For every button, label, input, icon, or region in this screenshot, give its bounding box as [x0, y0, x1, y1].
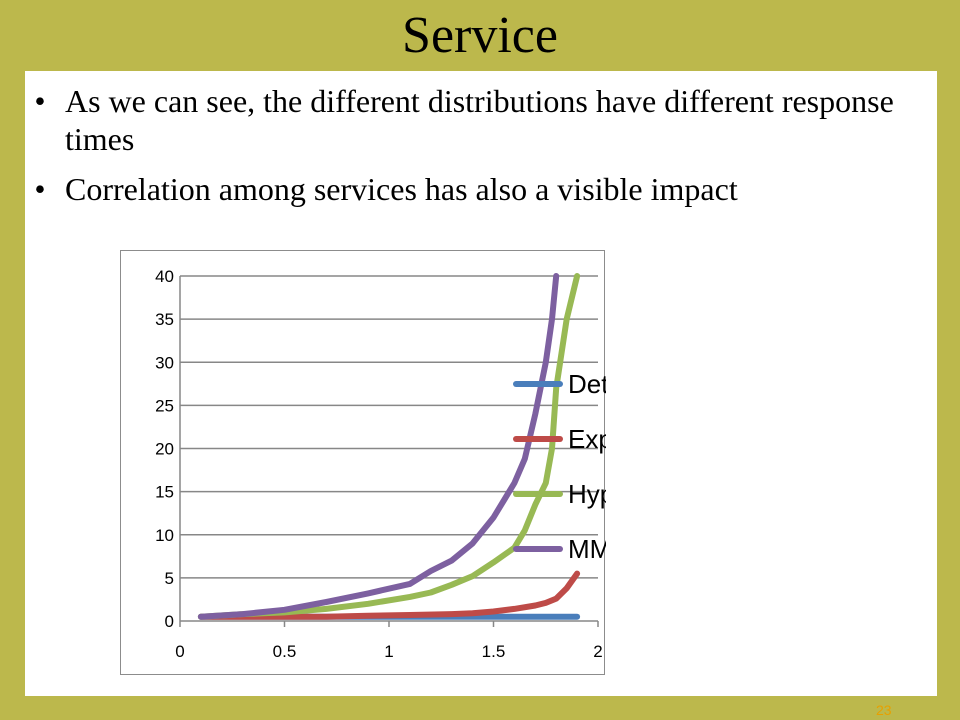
bullet-item: • Correlation among services has also a …: [25, 170, 905, 208]
legend-label: Det: [568, 369, 606, 399]
slide-title: Service: [402, 7, 558, 64]
page-number: 23: [876, 702, 892, 718]
y-tick-label: 20: [155, 440, 174, 459]
x-tick-label: 2: [593, 642, 602, 661]
x-tick-label: 1.5: [482, 642, 506, 661]
y-tick-label: 30: [155, 353, 174, 372]
y-tick-label: 40: [155, 267, 174, 286]
y-tick-label: 25: [155, 396, 174, 415]
bullet-text: Correlation among services has also a vi…: [65, 171, 738, 207]
line-chart: 0 5 10 15 20 25 30 35 40 0 0.5 1 1.5 2 Det Exp HyperExp M…: [120, 250, 606, 675]
y-tick-label: 35: [155, 310, 174, 329]
y-tick-label: 5: [165, 569, 174, 588]
bullet-dot-icon: •: [34, 83, 46, 119]
x-tick-label: 1: [384, 642, 393, 661]
series-line-exp: [197, 570, 581, 620]
bullet-text: As we can see, the different distributio…: [65, 83, 894, 157]
legend-label: MMPP: [568, 534, 606, 564]
legend-label: HyperExp: [568, 479, 606, 509]
y-tick-label: 0: [165, 612, 174, 631]
bullet-item: • As we can see, the different distribut…: [25, 82, 905, 158]
bullet-dot-icon: •: [34, 171, 46, 207]
y-tick-label: 10: [155, 526, 174, 545]
chart-svg: 0 5 10 15 20 25 30 35 40 0 0.5 1 1.5 2 Det Exp HyperExp M…: [155, 267, 606, 661]
legend-label: Exp: [568, 424, 606, 454]
y-tick-label: 15: [155, 483, 174, 502]
x-tick-label: 0: [175, 642, 184, 661]
series-line-mmpp: [197, 273, 560, 620]
bullet-list: • As we can see, the different distribut…: [25, 82, 905, 220]
series-line-hyperexp: [197, 273, 581, 620]
x-tick-label: 0.5: [273, 642, 297, 661]
